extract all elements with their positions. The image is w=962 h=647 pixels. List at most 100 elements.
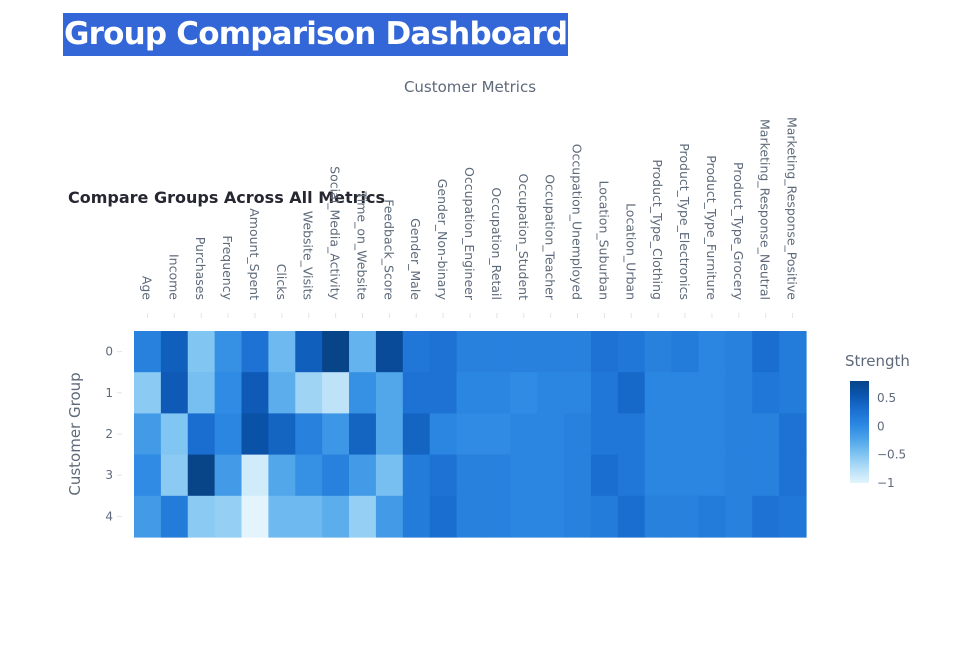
heatmap-cells [134, 331, 807, 538]
heatmap-cell [187, 372, 216, 414]
x-tick-label: Income [166, 254, 181, 300]
x-tick-label: Location_Urban [623, 203, 638, 300]
x-tick-label: Occupation_Student [516, 173, 531, 300]
y-axis-title: Customer Group [66, 372, 84, 495]
heatmap-cell [483, 331, 511, 373]
heatmap-cell [268, 372, 296, 414]
heatmap-cell [429, 331, 458, 373]
heatmap-cell [375, 331, 404, 373]
heatmap-cell [375, 413, 404, 456]
heatmap-cell [698, 372, 726, 414]
heatmap-cell [322, 331, 350, 373]
heatmap-cell [456, 495, 485, 538]
x-tick-label: Age [139, 276, 154, 300]
heatmap-cell [644, 495, 673, 538]
heatmap-cell [725, 454, 753, 497]
heatmap-cell [698, 495, 726, 538]
x-tick-label: Marketing_Response_Positive [785, 117, 800, 300]
colorbar-gradient [850, 381, 869, 483]
heatmap-cell [483, 372, 511, 414]
x-tick-label: Marketing_Response_Neutral [758, 119, 773, 300]
heatmap-cell [537, 331, 565, 373]
x-tick-label: Product_Type_Clothing [650, 159, 665, 300]
heatmap-cell [429, 413, 458, 456]
heatmap-cell [295, 495, 323, 538]
heatmap-cell [590, 372, 619, 414]
heatmap-cell [617, 454, 646, 497]
colorbar-tick-label: −1 [877, 476, 895, 490]
heatmap-cell [349, 413, 377, 456]
heatmap-cell [456, 413, 485, 456]
heatmap-cell [402, 372, 431, 414]
heatmap-cell [402, 495, 431, 538]
heatmap-cell [375, 372, 404, 414]
colorbar-tick-label: 0 [877, 419, 885, 433]
heatmap-cell [537, 372, 565, 414]
heatmap-cell [752, 331, 780, 373]
x-tick-label: Frequency [220, 235, 235, 300]
x-tick-label: Occupation_Retail [489, 187, 504, 300]
heatmap-cell [322, 413, 350, 456]
heatmap-cell [349, 454, 377, 497]
x-tick-label: Product_Type_Electronics [677, 143, 692, 300]
heatmap-cell [429, 454, 458, 497]
heatmap-cell [698, 413, 726, 456]
y-tick-label: 0 [105, 345, 113, 359]
heatmap-cell [698, 331, 726, 373]
heatmap-cell [322, 372, 350, 414]
y-tick-label: 2 [105, 427, 113, 441]
chart-title: Compare Groups Across All Metrics [68, 188, 385, 207]
heatmap-cell [322, 454, 350, 497]
x-tick-label: Gender_Non-binary [435, 179, 450, 301]
heatmap-cell [268, 454, 296, 497]
heatmap-cell [187, 495, 216, 538]
heatmap-cell [564, 413, 592, 456]
x-tick-label: Social_Media_Activity [328, 166, 343, 300]
heatmap-cell [160, 372, 189, 414]
y-axis-ticks: 0 1 2 3 4 [105, 345, 122, 523]
heatmap-cell [241, 331, 269, 373]
heatmap-cell [160, 495, 189, 538]
heatmap-cell [590, 454, 619, 497]
heatmap-cell [644, 454, 673, 497]
heatmap-cell [671, 454, 700, 497]
x-axis-title: Customer Metrics [404, 78, 536, 96]
heatmap-cell [429, 372, 458, 414]
x-tick-label: Website_Visits [301, 211, 316, 300]
heatmap-cell [644, 372, 673, 414]
heatmap-cell [134, 372, 162, 414]
x-tick-label: Product_Type_Grocery [731, 162, 746, 301]
heatmap-cell [510, 454, 538, 497]
heatmap-cell [268, 413, 296, 456]
heatmap-cell [160, 331, 189, 373]
heatmap-cell [349, 372, 377, 414]
heatmap-cell [564, 454, 592, 497]
heatmap-cell [564, 331, 592, 373]
heatmap-cell [510, 372, 538, 414]
x-axis-ticks: Age Income Purchases Frequency Amount_Spent C… [139, 117, 800, 318]
colorbar: Strength 0.5 0 −0.5 −1 [845, 352, 910, 490]
heatmap-cell [214, 413, 243, 456]
x-tick-label: Purchases [193, 237, 208, 300]
heatmap-cell [537, 495, 565, 538]
heatmap-cell [779, 372, 807, 414]
heatmap-cell [483, 454, 511, 497]
heatmap-cell [214, 331, 243, 373]
heatmap-cell [779, 495, 807, 538]
heatmap-cell [779, 413, 807, 456]
heatmap-cell [134, 331, 162, 373]
y-tick-label: 3 [105, 468, 113, 482]
heatmap-cell [214, 454, 243, 497]
heatmap-cell [349, 495, 377, 538]
heatmap-cell [268, 331, 296, 373]
x-tick-label: Amount_Spent [247, 208, 262, 300]
heatmap-cell [671, 495, 700, 538]
heatmap-cell [510, 495, 538, 538]
heatmap-cell [295, 372, 323, 414]
heatmap-cell [725, 413, 753, 456]
heatmap-cell [241, 413, 269, 456]
heatmap-cell [671, 413, 700, 456]
y-tick-label: 4 [105, 509, 113, 523]
heatmap-cell [134, 413, 162, 456]
heatmap-cell [134, 495, 162, 538]
